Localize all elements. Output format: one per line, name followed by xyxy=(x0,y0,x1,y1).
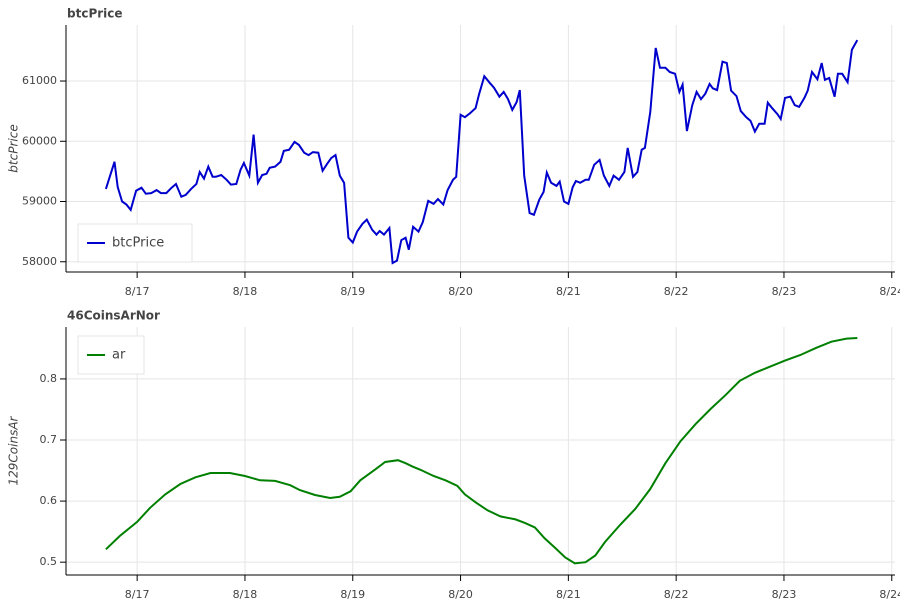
x-tick-label: 8/24 xyxy=(879,285,900,298)
price-line xyxy=(104,39,859,265)
legend-label: btcPrice xyxy=(112,236,164,251)
y-tick-label: 60000 xyxy=(22,134,57,147)
x-tick-label: 8/23 xyxy=(772,588,797,600)
y-tick-label: 59000 xyxy=(22,195,57,208)
x-tick-label: 8/18 xyxy=(233,285,258,298)
x-tick-label: 8/22 xyxy=(664,285,689,298)
chart-title: 46CoinsArNor xyxy=(67,309,160,323)
y-tick-label: 58000 xyxy=(22,255,57,268)
y-tick-label: 61000 xyxy=(22,74,57,87)
x-tick-label: 8/21 xyxy=(556,285,581,298)
y-tick-label: 0.5 xyxy=(40,555,58,568)
x-tick-label: 8/19 xyxy=(340,285,365,298)
x-tick-label: 8/20 xyxy=(448,588,473,600)
y-tick-label: 0.6 xyxy=(40,494,58,507)
x-tick-label: 8/20 xyxy=(448,285,473,298)
x-tick-label: 8/18 xyxy=(233,588,258,600)
y-tick-label: 0.7 xyxy=(40,433,58,446)
y-axis-label: btcPrice xyxy=(7,124,21,172)
y-axis-label: 129CoinsAr xyxy=(7,415,21,485)
x-tick-label: 8/17 xyxy=(125,588,150,600)
price-line xyxy=(105,337,858,565)
chart-title: btcPrice xyxy=(67,7,123,21)
x-tick-label: 8/23 xyxy=(772,285,797,298)
x-tick-label: 8/22 xyxy=(664,588,689,600)
legend-label: ar xyxy=(112,348,126,363)
y-tick-label: 0.8 xyxy=(40,372,58,385)
x-tick-label: 8/17 xyxy=(125,285,150,298)
x-tick-label: 8/19 xyxy=(340,588,365,600)
x-tick-label: 8/24 xyxy=(879,588,900,600)
x-tick-label: 8/21 xyxy=(556,588,581,600)
